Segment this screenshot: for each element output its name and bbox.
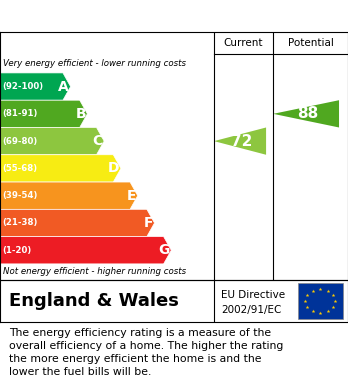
- Text: Not energy efficient - higher running costs: Not energy efficient - higher running co…: [3, 267, 187, 276]
- Text: (92-100): (92-100): [2, 82, 44, 91]
- Text: (81-91): (81-91): [2, 109, 38, 118]
- Text: F: F: [144, 216, 153, 230]
- Text: (1-20): (1-20): [2, 246, 32, 255]
- Text: England & Wales: England & Wales: [9, 292, 179, 310]
- Polygon shape: [273, 100, 339, 127]
- Text: 72: 72: [231, 134, 253, 149]
- Polygon shape: [0, 237, 171, 264]
- Polygon shape: [0, 155, 121, 182]
- Polygon shape: [0, 182, 138, 209]
- Bar: [298, 283, 343, 319]
- Polygon shape: [0, 209, 155, 237]
- Text: EU Directive: EU Directive: [221, 290, 285, 300]
- Text: D: D: [108, 161, 119, 176]
- Text: A: A: [58, 79, 69, 93]
- Text: (21-38): (21-38): [2, 219, 38, 228]
- Text: Very energy efficient - lower running costs: Very energy efficient - lower running co…: [3, 59, 187, 68]
- Text: The energy efficiency rating is a measure of the
overall efficiency of a home. T: The energy efficiency rating is a measur…: [9, 328, 283, 377]
- Text: (69-80): (69-80): [2, 136, 38, 145]
- Polygon shape: [0, 73, 71, 100]
- Polygon shape: [0, 127, 104, 155]
- Text: 2002/91/EC: 2002/91/EC: [221, 305, 281, 315]
- Text: C: C: [93, 134, 103, 148]
- Text: G: G: [158, 243, 170, 257]
- Text: B: B: [75, 107, 86, 121]
- Text: Energy Efficiency Rating: Energy Efficiency Rating: [9, 9, 219, 23]
- Text: Current: Current: [224, 38, 263, 48]
- Text: 88: 88: [297, 106, 318, 121]
- Text: (55-68): (55-68): [2, 164, 38, 173]
- Text: (39-54): (39-54): [2, 191, 38, 200]
- Text: Potential: Potential: [288, 38, 333, 48]
- Text: E: E: [127, 189, 136, 203]
- Polygon shape: [0, 100, 87, 127]
- Polygon shape: [214, 127, 266, 155]
